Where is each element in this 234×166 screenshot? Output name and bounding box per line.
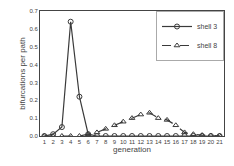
svg-text:20: 20 [208,139,215,145]
svg-text:12: 12 [137,139,144,145]
svg-text:3: 3 [60,139,64,145]
svg-text:18: 18 [190,139,197,145]
svg-text:1: 1 [43,139,47,145]
svg-text:11: 11 [129,139,136,145]
svg-text:17: 17 [181,139,188,145]
svg-text:7: 7 [95,139,99,145]
svg-text:16: 16 [172,139,179,145]
svg-text:0.2: 0.2 [29,97,38,103]
svg-text:21: 21 [216,139,223,145]
svg-text:14: 14 [155,139,162,145]
svg-text:0.1: 0.1 [29,115,38,121]
svg-text:19: 19 [199,139,206,145]
svg-text:0.6: 0.6 [29,26,38,32]
svg-text:0.5: 0.5 [29,44,38,50]
svg-text:4: 4 [69,139,73,145]
svg-text:10: 10 [120,139,127,145]
svg-text:5: 5 [78,139,82,145]
svg-text:0.0: 0.0 [29,133,38,139]
svg-text:2: 2 [51,139,55,145]
svg-text:6: 6 [87,139,91,145]
svg-text:bifurcations per path: bifurcations per path [18,37,27,110]
svg-text:9: 9 [113,139,117,145]
svg-text:shell 8: shell 8 [197,42,217,49]
svg-text:13: 13 [146,139,153,145]
svg-text:0.4: 0.4 [29,62,38,68]
svg-text:0.7: 0.7 [29,8,38,14]
svg-text:15: 15 [164,139,171,145]
svg-text:generation: generation [113,145,151,154]
svg-text:8: 8 [104,139,108,145]
svg-text:shell 3: shell 3 [197,23,217,30]
svg-text:0.3: 0.3 [29,80,38,86]
